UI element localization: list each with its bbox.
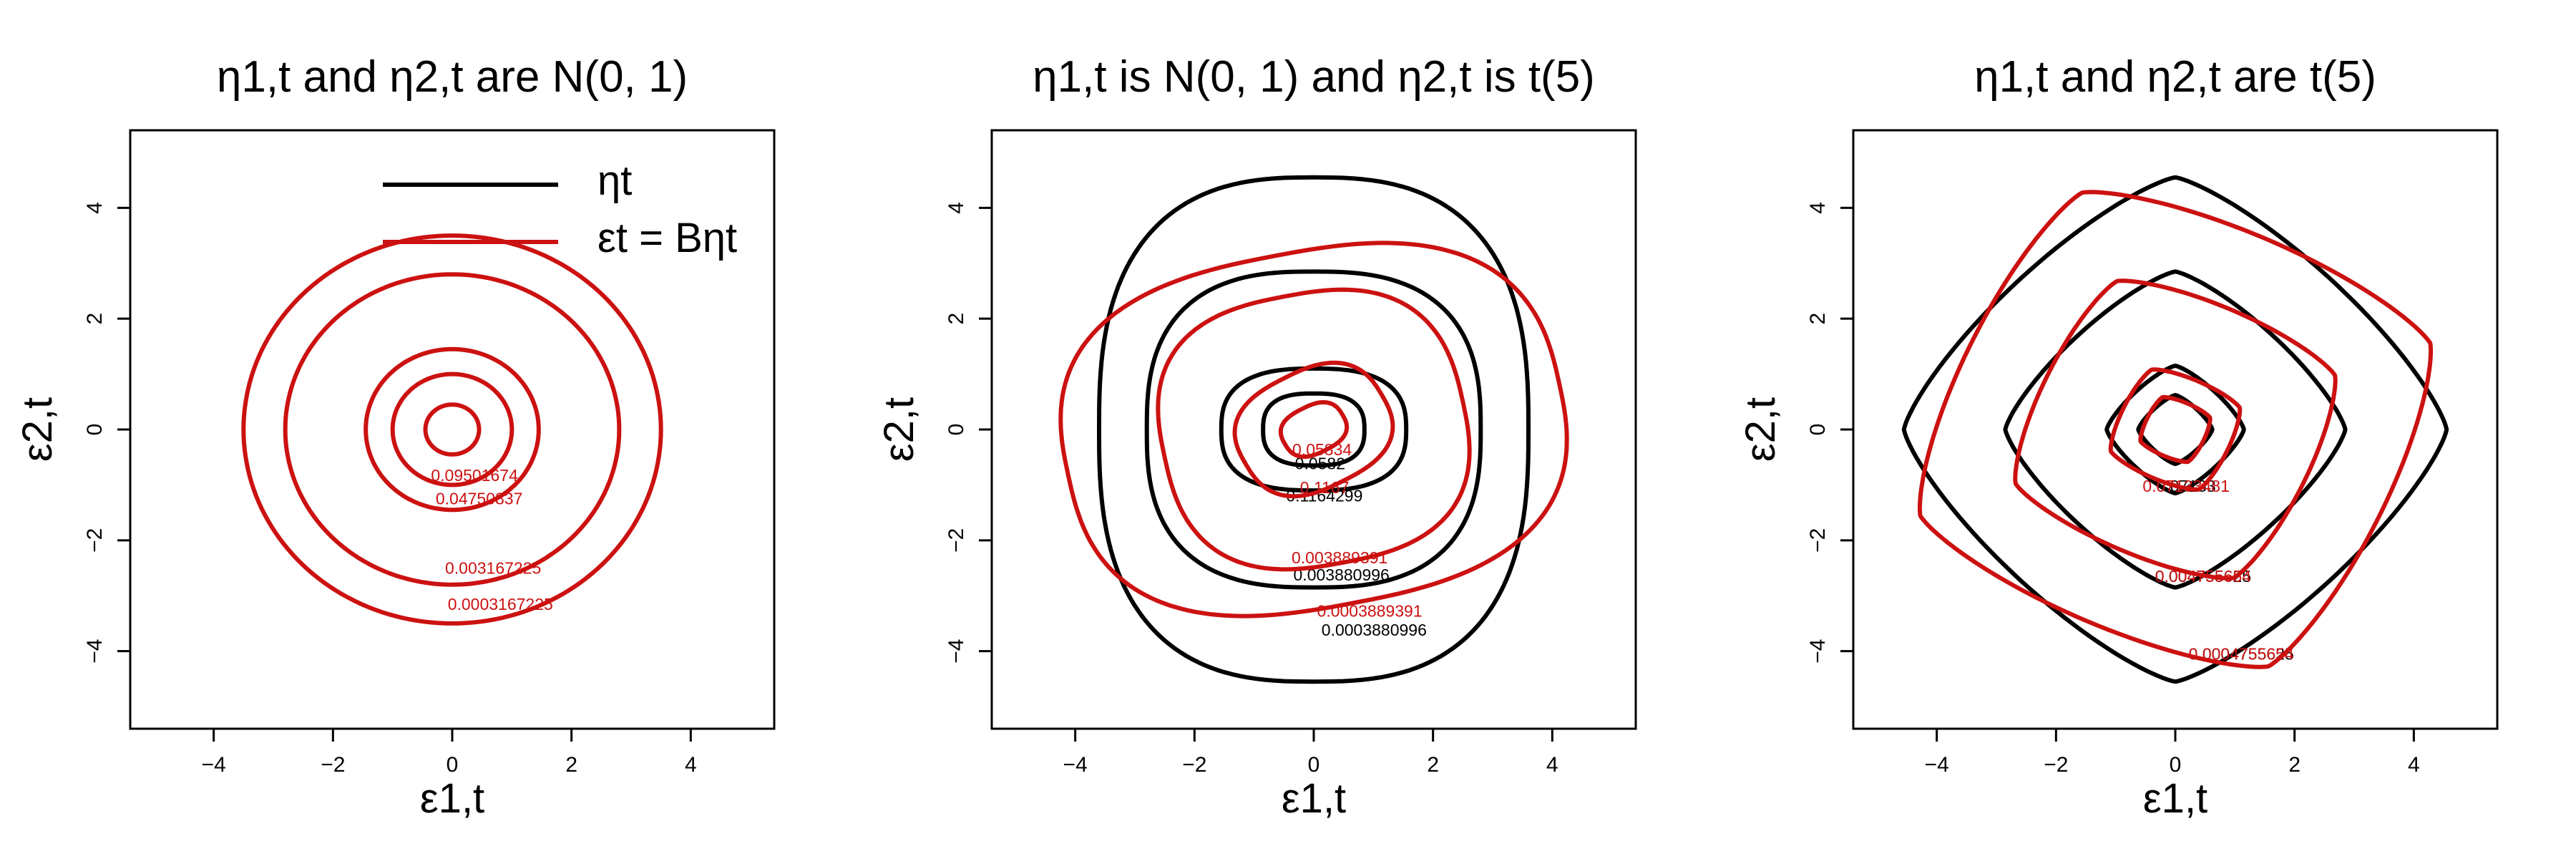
y-tick-label: −2: [1806, 528, 1830, 553]
legend-eps-label: εt = Bηt: [597, 215, 737, 261]
y-tick-label: −4: [1806, 639, 1830, 664]
x-tick-label: −2: [2044, 753, 2068, 777]
x-tick-label: 0: [2170, 753, 2182, 777]
panel-1-contours: 0.0003167225 0.003167225 0.04750837 0.09501…: [241, 233, 663, 626]
x-tick-label: 2: [565, 753, 577, 777]
contour-line: [1058, 241, 1569, 618]
contour-line: [1156, 287, 1472, 572]
contour-line: [1917, 190, 2434, 669]
y-tick-label: −4: [945, 639, 968, 664]
y-tick-label: 4: [1806, 202, 1830, 214]
contour-line: [241, 233, 663, 626]
contour-label: 0.0003889391: [1317, 602, 1423, 621]
x-tick-label: −4: [1925, 753, 1949, 777]
contour-line: [1261, 391, 1367, 468]
x-tick-label: 0: [447, 753, 459, 777]
contour-line: [2013, 278, 2338, 581]
panel-2-xlabel: ε1,t: [1282, 775, 1346, 822]
contour-label: 0.003167225: [445, 559, 541, 578]
contour-line: [1097, 175, 1531, 684]
contour-line: [283, 272, 622, 587]
contour-label: 0.0003167225: [448, 595, 553, 613]
contour-label: 0.004755654: [2155, 567, 2252, 586]
contour-label: 0.003889391: [1292, 548, 1387, 567]
x-tick-label: 2: [1427, 753, 1439, 777]
contour-line: [2003, 269, 2348, 590]
x-tick-label: 0: [1308, 753, 1320, 777]
panel-1: η1,t and η2,t are N(0, 1) −4 −2 0 2 4 −4 −2 0 2 4…: [14, 52, 776, 822]
y-tick-label: 0: [945, 424, 968, 436]
contour-line: [390, 372, 514, 487]
contour-label: 0.07133481: [2142, 477, 2230, 495]
panel-2-title: η1,t is N(0, 1) and η2,t is t(5): [1033, 52, 1595, 102]
panel-3-xlabel: ε1,t: [2143, 775, 2207, 822]
contour-line: [1144, 269, 1483, 590]
panel-3-ticks: −4 −2 0 2 4 −4 −2 0 2 4: [1806, 202, 2420, 777]
x-tick-label: 2: [2288, 753, 2301, 777]
panel-3: η1,t and η2,t are t(5) −4 −2 0 2 4 −4 −2 0 2 4 0.…: [1737, 52, 2499, 822]
panel-3-ylabel: ε2,t: [1737, 397, 1784, 462]
y-tick-label: 2: [1806, 313, 1830, 325]
y-tick-label: 0: [1806, 424, 1830, 436]
contour-label: 0.09501674: [431, 466, 518, 485]
contour-line: [2138, 394, 2212, 465]
y-tick-label: −2: [83, 528, 107, 553]
contour-line: [423, 402, 482, 457]
contour-label: 0.1167: [1300, 478, 1350, 497]
x-tick-label: 4: [1546, 753, 1558, 777]
x-tick-label: −2: [1182, 753, 1206, 777]
panel-3-contours: 0.00047556250.0047556250.071330.00047556…: [1901, 175, 2449, 684]
y-tick-label: 2: [945, 313, 968, 325]
panel-1-ticks: −4 −2 0 2 4 −4 −2 0 2 4: [83, 202, 697, 777]
contour-label: 0.0004755654: [2189, 645, 2294, 664]
panel-2-ylabel: ε2,t: [876, 397, 922, 462]
x-tick-label: −4: [1063, 753, 1088, 777]
panel-2-contours: 0.00038809960.0038809960.11642990.05820.…: [1058, 175, 1569, 684]
contour-line: [1232, 360, 1395, 499]
contour-line: [1901, 175, 2449, 684]
panel-1-xlabel: ε1,t: [420, 775, 484, 822]
x-tick-label: −2: [321, 753, 345, 777]
legend: ηt εt = Bηt: [383, 157, 737, 261]
contour-line: [2108, 367, 2243, 492]
x-tick-label: −4: [202, 753, 226, 777]
legend-eta-label: ηt: [597, 157, 632, 204]
x-tick-label: 4: [2408, 753, 2420, 777]
panel-3-frame: [1852, 129, 2499, 730]
y-tick-label: −2: [945, 528, 968, 553]
contour-line: [1278, 400, 1350, 459]
contour-label: 0.05834: [1292, 440, 1352, 459]
contour-line: [2104, 364, 2246, 495]
contour-line: [364, 346, 541, 513]
y-tick-label: 4: [945, 202, 968, 214]
panel-2-ticks: −4 −2 0 2 4 −4 −2 0 2 4: [945, 202, 1558, 777]
panel-2: η1,t is N(0, 1) and η2,t is t(5) −4 −2 0 2 4…: [876, 52, 1637, 822]
y-tick-label: 2: [83, 313, 107, 325]
contour-label: 0.0003880996: [1322, 621, 1427, 639]
x-tick-label: 4: [685, 753, 697, 777]
panel-1-ylabel: ε2,t: [14, 397, 61, 462]
panel-2-frame: [990, 129, 1637, 730]
y-tick-label: 4: [83, 202, 107, 214]
panel-1-title: η1,t and η2,t are N(0, 1): [217, 52, 688, 102]
y-tick-label: 0: [83, 424, 107, 436]
y-tick-label: −4: [83, 639, 107, 664]
contour-line: [2136, 393, 2215, 466]
panel-3-title: η1,t and η2,t are t(5): [1974, 52, 2376, 102]
contour-label: 0.04750837: [436, 489, 523, 508]
